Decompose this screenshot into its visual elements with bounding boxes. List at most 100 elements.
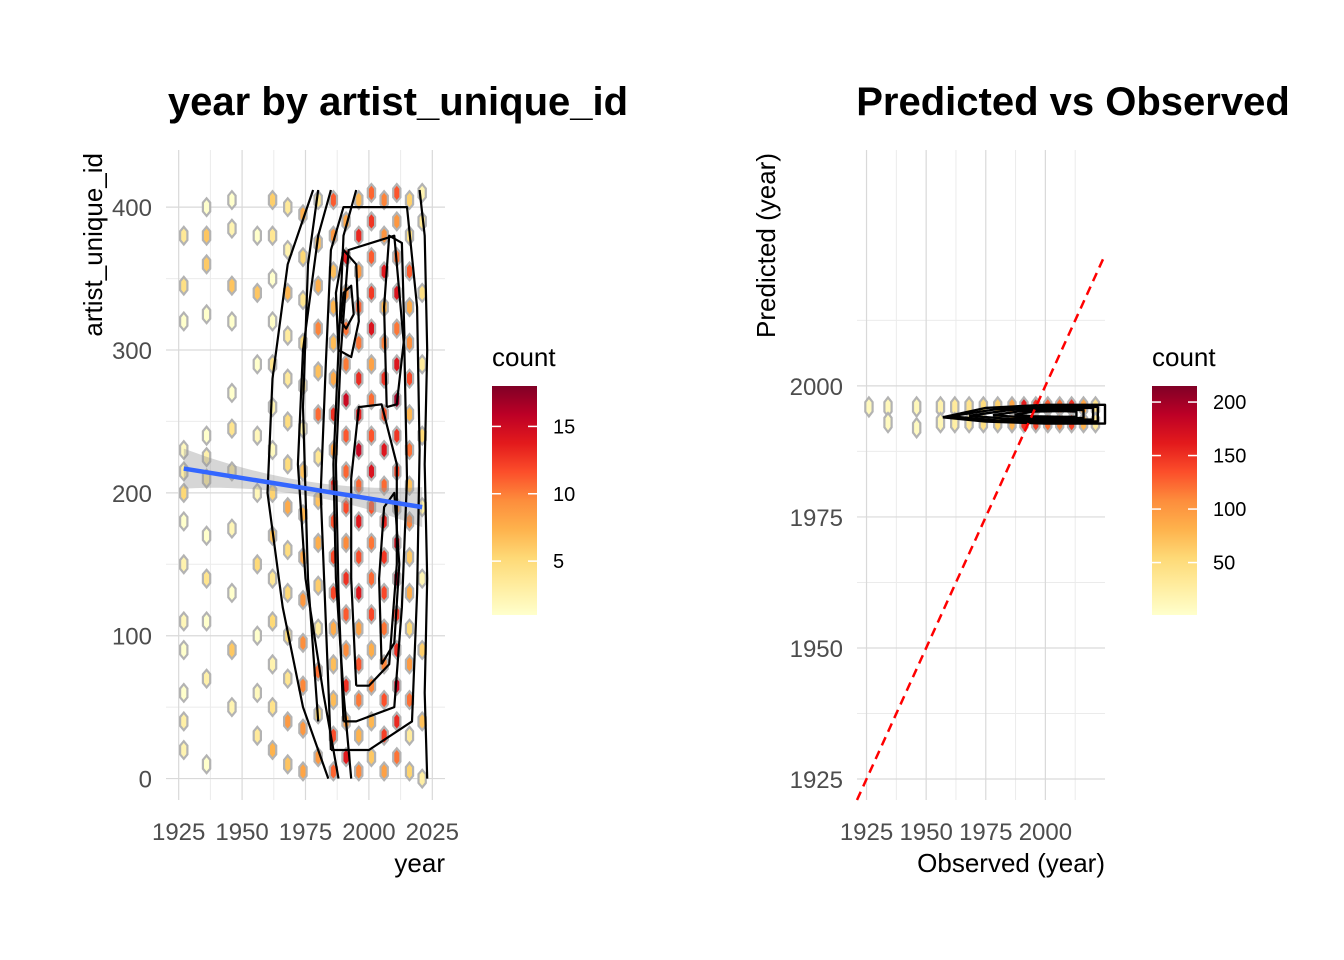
hexbin — [313, 403, 323, 425]
hexbin — [354, 368, 364, 390]
hexbin — [227, 696, 237, 718]
panel1-hexbins — [179, 182, 427, 790]
hexbin — [201, 525, 212, 547]
hexbin — [404, 618, 415, 640]
hexbin — [354, 725, 364, 747]
panel2-density-contours — [942, 403, 1107, 425]
hexbin — [328, 332, 339, 354]
hexbin — [366, 532, 377, 554]
hexbin — [404, 296, 415, 318]
legend-label: 200 — [1213, 392, 1246, 414]
y-tick-label: 2000 — [790, 374, 843, 401]
x-tick-label: 1975 — [279, 819, 332, 846]
hexbin — [313, 618, 323, 640]
hexbin — [179, 639, 189, 661]
hexbin — [179, 482, 189, 504]
hexbin — [267, 310, 278, 332]
hexbin — [267, 568, 278, 590]
hexbin — [283, 410, 293, 432]
hexbin — [267, 268, 278, 290]
hexbin — [366, 639, 377, 661]
hexbin — [341, 496, 351, 518]
hexbin — [179, 710, 189, 732]
panel1-legend: count 5 10 15 — [492, 342, 575, 615]
hexbin — [227, 275, 237, 297]
hexbin — [341, 568, 351, 590]
legend-label: 50 — [1213, 553, 1235, 575]
hexbin — [283, 325, 293, 347]
hexbin — [201, 225, 212, 247]
hexbin — [201, 253, 212, 275]
hexbin — [283, 196, 293, 218]
x-tick-label: 1925 — [840, 819, 893, 846]
hexbin — [404, 725, 415, 747]
x-tick-label: 1975 — [959, 819, 1012, 846]
hexbin — [298, 246, 308, 268]
hexbin — [179, 510, 189, 532]
hexbin — [252, 425, 262, 447]
hexbin — [283, 368, 293, 390]
hexbin — [298, 589, 308, 611]
hexbin — [864, 395, 874, 419]
hexbin — [227, 382, 237, 404]
hexbin — [354, 225, 364, 247]
hexbin — [328, 618, 339, 640]
hexbin — [404, 546, 415, 568]
legend-label: 15 — [553, 416, 575, 438]
hexbin — [392, 182, 402, 204]
panel1-legend-ticks: 5 10 15 — [492, 416, 575, 573]
hexbin — [392, 318, 402, 340]
panel1-x-axis-title: year — [394, 848, 445, 878]
hexbin — [354, 510, 364, 532]
hexbin — [267, 653, 278, 675]
x-tick-label: 2000 — [1019, 819, 1072, 846]
hexbin — [404, 189, 415, 211]
hexbin — [283, 753, 293, 775]
hexbin — [179, 275, 189, 297]
hexbin — [201, 668, 212, 690]
hexbin — [313, 532, 323, 554]
density-contour — [339, 284, 355, 330]
density-contour — [334, 248, 360, 359]
density-contour — [301, 189, 320, 722]
hexbin — [267, 189, 278, 211]
hexbin — [935, 411, 946, 434]
hexbin — [313, 575, 323, 597]
hexbin — [341, 603, 351, 625]
hexbin — [366, 603, 377, 625]
hexbin — [911, 395, 922, 419]
hexbin — [298, 760, 308, 782]
hexbin — [313, 318, 323, 340]
panel1-legend-title: count — [492, 342, 556, 372]
density-contour — [992, 408, 1085, 420]
y-tick-label: 300 — [112, 338, 152, 365]
hexbin — [404, 653, 415, 675]
legend-label: 5 — [553, 551, 564, 573]
density-contour — [942, 403, 1107, 425]
hexbin — [313, 275, 323, 297]
hexbin — [227, 418, 237, 440]
hexbin — [341, 425, 351, 447]
hexbin — [179, 682, 189, 704]
hexbin — [201, 303, 212, 325]
hexbin — [379, 439, 389, 461]
hexbin — [252, 553, 262, 575]
hexbin — [392, 710, 402, 732]
hexbin — [883, 411, 893, 434]
density-contour — [378, 491, 401, 665]
hexbin — [252, 482, 262, 504]
y-tick-label: 200 — [112, 481, 152, 508]
identity-reference-line — [855, 254, 1107, 801]
panel2-y-ticks: 1925 1950 1975 2000 — [790, 374, 843, 794]
hexbin — [201, 610, 212, 632]
hexbin — [404, 332, 415, 354]
hexbin — [379, 475, 389, 497]
y-tick-label: 1975 — [790, 505, 843, 532]
hexbin — [298, 632, 308, 654]
hexbin — [201, 568, 212, 590]
regression-line — [183, 466, 423, 510]
hexbin — [227, 218, 237, 240]
hexbin — [392, 210, 402, 232]
